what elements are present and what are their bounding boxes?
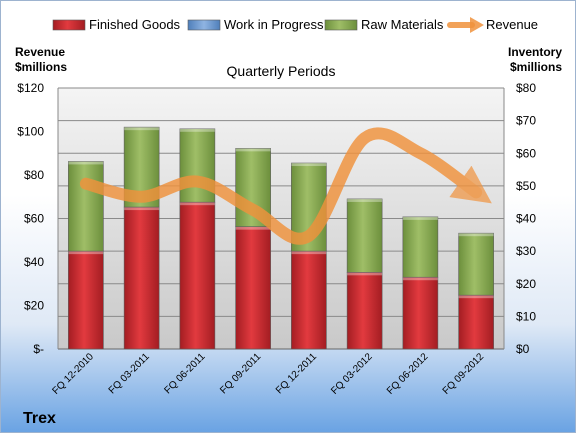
bar-finished-goods — [123, 206, 160, 350]
bar-highlight — [179, 202, 215, 206]
left-tick-label: $120 — [17, 81, 44, 95]
bar-highlight — [235, 148, 271, 152]
legend-swatch — [324, 19, 358, 31]
bar-raw-materials — [346, 198, 383, 273]
category-label: FQ 03-2011 — [107, 351, 152, 396]
bar-raw-materials — [402, 216, 439, 278]
right-axis-title-line1: Inventory — [508, 45, 562, 59]
legend-arrow-head — [470, 17, 484, 33]
bar-highlight — [124, 207, 160, 211]
legend-label: Revenue — [486, 17, 538, 32]
right-axis: $0 $10 $20 $30 $40 $50 $60 $70 $80 — [516, 81, 536, 356]
category-label: FQ 12-2010 — [50, 351, 96, 397]
category-label: FQ 06-2012 — [385, 351, 431, 397]
category-label: FQ 03-2012 — [329, 351, 375, 397]
right-tick-label: $30 — [516, 244, 536, 258]
bar-finished-goods — [291, 250, 327, 350]
category-label: FQ 09-2011 — [218, 351, 263, 396]
bar-finished-goods — [346, 272, 383, 350]
bar-highlight — [458, 233, 494, 237]
legend-label: Finished Goods — [89, 17, 181, 32]
right-tick-label: $20 — [516, 277, 536, 291]
right-tick-label: $60 — [516, 146, 536, 160]
right-axis-title-line2: $millions — [510, 60, 562, 74]
bar-raw-materials — [458, 232, 494, 296]
left-tick-label: $100 — [17, 125, 44, 139]
right-tick-label: $40 — [516, 212, 536, 226]
left-axis-title-line2: $millions — [15, 60, 67, 74]
left-axis: $- $20 $40 $60 $80 $100 $120 — [17, 81, 44, 356]
bar-highlight — [235, 226, 271, 230]
legend: Finished Goods Work in Progress Raw Materi… — [52, 17, 538, 33]
bar-highlight — [291, 163, 327, 167]
plot-title: Quarterly Periods — [227, 63, 336, 79]
revenue-line — [79, 127, 492, 245]
left-tick-label: $40 — [24, 255, 44, 269]
bar-finished-goods — [235, 226, 271, 350]
category-labels: FQ 12-2010 FQ 03-2011 FQ 06-2011 FQ 09-2011… — [50, 351, 486, 397]
legend-swatch — [187, 19, 221, 31]
legend-label: Work in Progress — [224, 17, 324, 32]
left-tick-label: $60 — [24, 212, 44, 226]
category-label: FQ 06-2011 — [163, 351, 208, 396]
right-tick-label: $50 — [516, 179, 536, 193]
right-tick-label: $80 — [516, 81, 536, 95]
left-tick-label: $80 — [24, 168, 44, 182]
category-label: FQ 12-2011 — [274, 351, 319, 396]
bar-highlight — [291, 251, 327, 255]
left-axis-title-line1: Revenue — [15, 45, 65, 59]
left-tick-label: $- — [33, 342, 44, 356]
bar-finished-goods — [68, 250, 104, 350]
bar-finished-goods — [458, 294, 494, 350]
right-tick-label: $10 — [516, 309, 536, 323]
bar-finished-goods — [179, 201, 216, 350]
right-tick-label: $0 — [516, 342, 530, 356]
revenue-line-path — [79, 127, 492, 245]
bar-highlight — [402, 216, 438, 220]
bar-highlight — [179, 128, 215, 132]
bar-highlight — [68, 161, 104, 165]
legend-label: Raw Materials — [361, 17, 444, 32]
company-name: Trex — [23, 410, 56, 427]
bar-highlight — [402, 277, 438, 281]
bar-highlight — [347, 198, 383, 202]
right-tick-label: $70 — [516, 114, 536, 128]
left-tick-label: $20 — [24, 299, 44, 313]
legend-swatch — [52, 19, 86, 31]
bar-highlight — [124, 127, 160, 131]
bar-highlight — [347, 272, 383, 276]
bar-highlight — [458, 295, 494, 299]
bar-raw-materials — [68, 161, 104, 252]
bar-finished-goods — [402, 276, 439, 350]
category-label: FQ 09-2012 — [441, 351, 487, 397]
bar-highlight — [68, 251, 104, 255]
